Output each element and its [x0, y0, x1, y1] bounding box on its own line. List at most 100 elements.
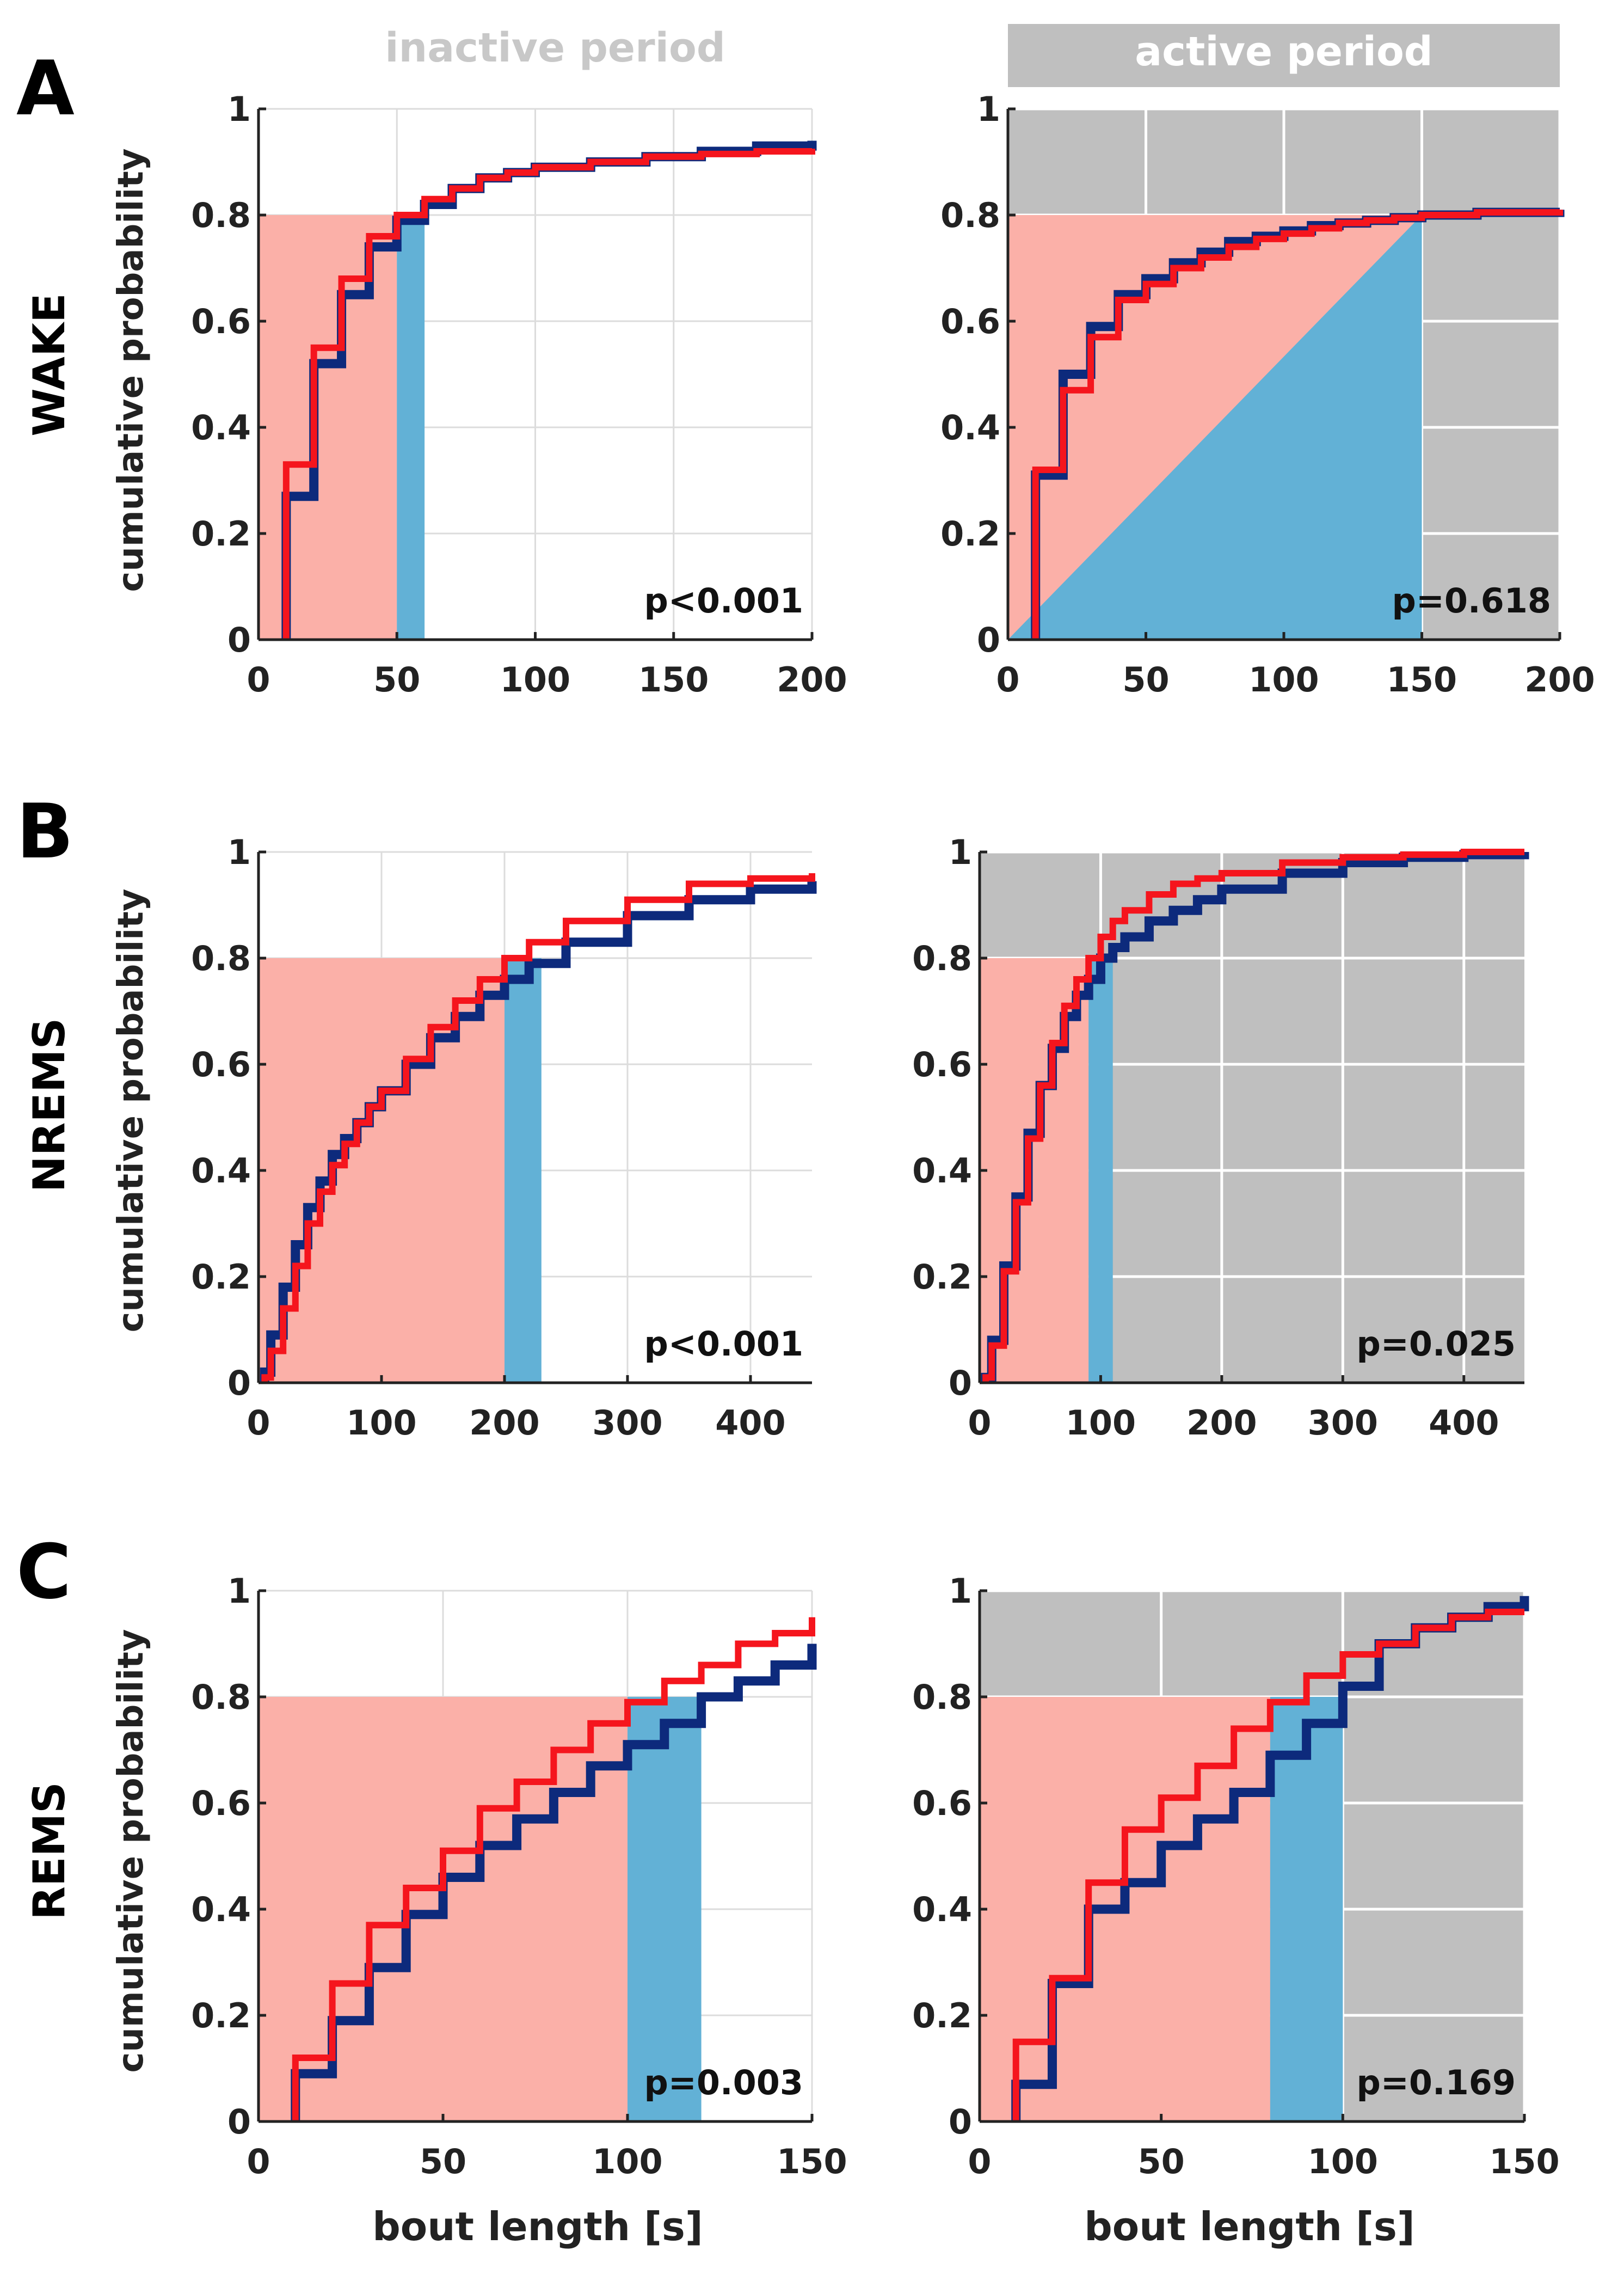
- y-tick-label: 0.8: [912, 939, 972, 978]
- y-tick-label: 0.2: [912, 1996, 972, 2035]
- x-tick-label: 300: [592, 1403, 662, 1443]
- y-tick-label: 1: [949, 832, 972, 872]
- series-line-red: [282, 148, 815, 640]
- x-tick-label: 150: [1489, 2142, 1559, 2181]
- y-tick-label: 0.4: [912, 1151, 972, 1191]
- x-tick-label: 0: [968, 1403, 991, 1443]
- row-letter-a: A: [16, 45, 75, 132]
- x-tick-label: 50: [420, 2142, 466, 2181]
- y-tick-label: 0.8: [191, 195, 251, 235]
- y-tick-label: 0.8: [940, 195, 1000, 235]
- blue-shaded-region: [397, 215, 425, 640]
- x-tick-label: 200: [1524, 660, 1595, 700]
- series-line-red: [292, 1617, 815, 2121]
- column-header-inactive: inactive period: [385, 24, 725, 71]
- y-tick-label: 0.4: [191, 408, 251, 447]
- row-letter-c: C: [16, 1528, 71, 1616]
- x-tick-label: 150: [777, 2142, 847, 2181]
- x-tick-label: 200: [1186, 1403, 1257, 1443]
- y-tick-label: 1: [227, 89, 251, 129]
- xlabel-inactive: bout length [s]: [372, 2204, 703, 2249]
- ylabel-row-a: cumulative probability: [111, 148, 151, 592]
- y-tick-label: 0.2: [191, 1257, 251, 1297]
- x-tick-label: 150: [638, 660, 709, 700]
- y-tick-label: 1: [227, 1571, 251, 1611]
- pink-shaded-region: [980, 958, 1089, 1383]
- y-tick-label: 0: [227, 2102, 251, 2142]
- x-tick-label: 150: [1387, 660, 1457, 700]
- x-tick-label: 100: [1248, 660, 1319, 700]
- row-letter-b: B: [16, 788, 73, 875]
- x-tick-label: 100: [500, 660, 570, 700]
- y-tick-label: 0.4: [940, 408, 1000, 447]
- y-tick-label: 0.4: [912, 1890, 972, 1929]
- row-state-wake: WAKE: [24, 293, 75, 436]
- y-tick-label: 1: [949, 1571, 972, 1611]
- x-tick-label: 50: [373, 660, 420, 700]
- x-tick-label: 300: [1308, 1403, 1378, 1443]
- p-value-label: p<0.001: [644, 581, 803, 621]
- x-tick-label: 200: [777, 660, 847, 700]
- panel-a-inactive: 0 50 100 150 200 0 0.2 0.4 0.6 0.8 1 p<0.001: [191, 89, 847, 700]
- column-header-active: active period: [1135, 28, 1433, 75]
- panel-b-inactive: 0 100 200 300 400 0 0.2 0.4 0.6 0.8 1 p<0.001: [191, 832, 817, 1443]
- row-state-nrems: NREMS: [24, 1018, 75, 1192]
- y-tick-label: 0.8: [191, 939, 251, 978]
- y-tick-label: 1: [977, 89, 1000, 129]
- y-tick-label: 0: [949, 2102, 972, 2142]
- y-tick-label: 0.4: [191, 1890, 251, 1929]
- x-tick-label: 0: [968, 2142, 991, 2181]
- blue-shaded-region: [1088, 958, 1113, 1383]
- pink-shaded-region: [259, 958, 505, 1383]
- y-tick-label: 0: [227, 620, 251, 660]
- p-value-label: p=0.169: [1357, 2063, 1516, 2102]
- x-tick-label: 0: [247, 2142, 270, 2181]
- series-line-red: [982, 849, 1524, 1383]
- x-tick-label: 0: [247, 660, 270, 700]
- y-tick-label: 0: [227, 1363, 251, 1403]
- y-tick-label: 0.8: [191, 1677, 251, 1717]
- column-header-active-box: [1008, 24, 1560, 87]
- x-tick-label: 100: [1066, 1403, 1136, 1443]
- series-line-red: [1012, 1609, 1524, 2121]
- x-tick-label: 0: [996, 660, 1019, 700]
- x-tick-label: 0: [247, 1403, 270, 1443]
- blue-shaded-region: [505, 958, 542, 1383]
- y-tick-label: 0: [977, 620, 1000, 660]
- series-line-red: [1032, 209, 1563, 640]
- y-tick-label: 0.2: [940, 514, 1000, 554]
- pink-shaded-region: [259, 215, 397, 640]
- x-tick-label: 100: [592, 2142, 662, 2181]
- y-tick-label: 0: [949, 1363, 972, 1403]
- y-tick-label: 0.8: [912, 1677, 972, 1717]
- panel-c-inactive: 0 50 100 150 0 0.2 0.4 0.6 0.8 1 p=0.003: [191, 1571, 847, 2181]
- x-tick-label: 50: [1122, 660, 1169, 700]
- ylabel-row-c: cumulative probability: [111, 1629, 151, 2072]
- x-tick-label: 400: [1429, 1403, 1499, 1443]
- y-tick-label: 0.2: [191, 514, 251, 554]
- y-tick-label: 0.6: [912, 1783, 972, 1823]
- blue-shaded-triangle: [1008, 215, 1422, 640]
- row-state-rems: REMS: [24, 1782, 75, 1920]
- panel-a-active: 0 50 100 150 200 0 0.2 0.4 0.6 0.8 1 p=0.618: [940, 89, 1595, 700]
- p-value-label: p=0.003: [644, 2063, 803, 2102]
- panel-c-active: 0 50 100 150 0 0.2 0.4 0.6 0.8 1 p=0.169: [912, 1571, 1560, 2181]
- y-tick-label: 0.6: [912, 1045, 972, 1084]
- blue-shaded-region: [1270, 1697, 1343, 2121]
- y-tick-label: 0.2: [912, 1257, 972, 1297]
- panel-b-active: 0 100 200 300 400 0 0.2 0.4 0.6 0.8 1 p=0.025: [912, 832, 1529, 1443]
- y-tick-label: 0.4: [191, 1151, 251, 1191]
- y-tick-label: 1: [227, 832, 251, 872]
- x-tick-label: 50: [1138, 2142, 1185, 2181]
- ylabel-row-b: cumulative probability: [111, 888, 151, 1332]
- y-tick-label: 0.6: [191, 1045, 251, 1084]
- x-tick-label: 200: [469, 1403, 539, 1443]
- p-value-label: p=0.618: [1392, 581, 1551, 621]
- xlabel-active: bout length [s]: [1084, 2204, 1414, 2249]
- y-tick-label: 0.6: [191, 1783, 251, 1823]
- p-value-label: p=0.025: [1357, 1324, 1516, 1364]
- series-line-blue: [981, 850, 1529, 1383]
- series-line-red: [261, 873, 815, 1383]
- blue-shaded-region: [628, 1697, 702, 2121]
